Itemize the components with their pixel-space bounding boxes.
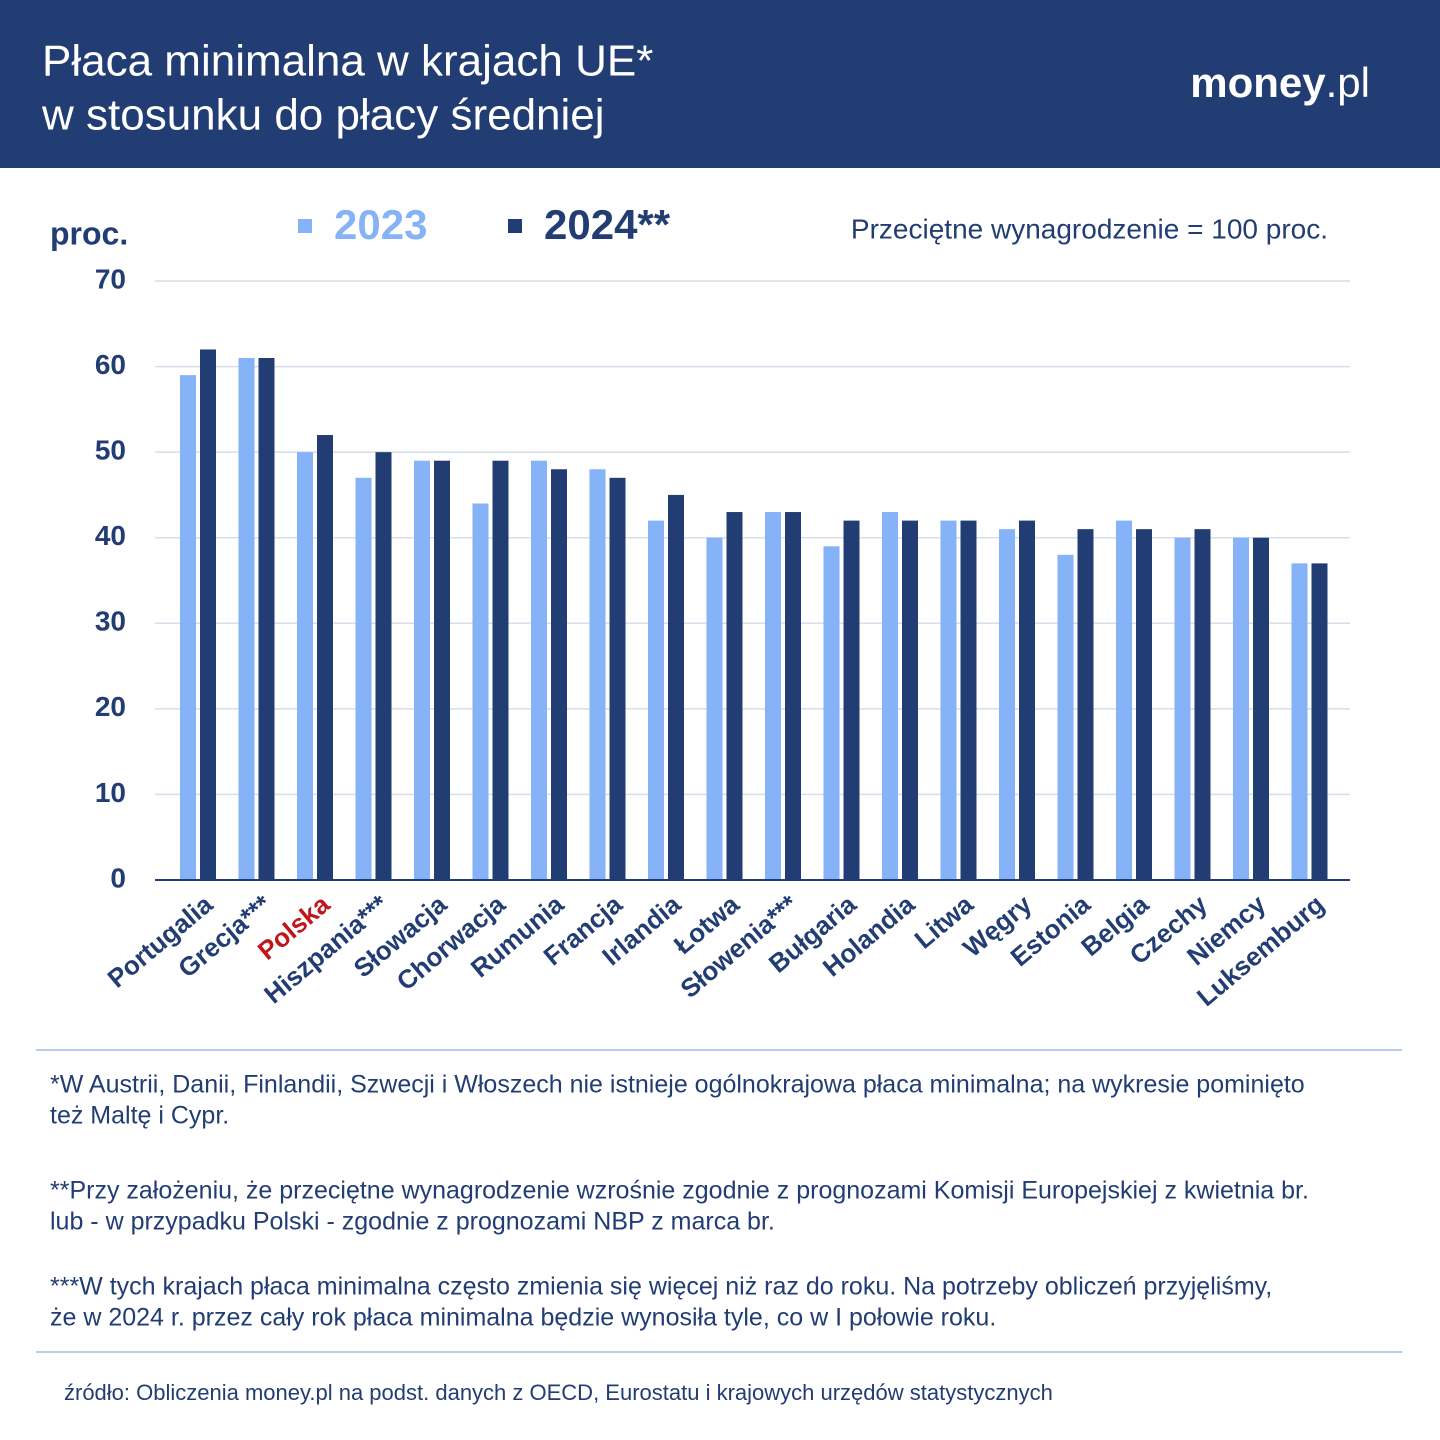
bar: [492, 460, 509, 880]
title-line: Płaca minimalna w krajach UE*: [42, 37, 653, 86]
y-tick-label: 60: [95, 349, 126, 380]
bar: [1057, 554, 1074, 880]
bar: [960, 520, 977, 880]
y-tick-label: 30: [95, 606, 126, 637]
legend-label: 2023: [334, 201, 427, 248]
logo: money.pl: [1190, 59, 1370, 106]
bar: [434, 460, 450, 880]
bar: [823, 546, 840, 880]
footnote-line: **Przy założeniu, że przeciętne wynagrod…: [50, 1177, 1309, 1205]
header-band: [0, 0, 1440, 168]
bar: [668, 494, 684, 880]
y-tick-label: 0: [110, 862, 126, 893]
title-line: w stosunku do płacy średniej: [41, 91, 605, 140]
footnote-line: ***W tych krajach płaca minimalna często…: [50, 1273, 1272, 1301]
bar: [609, 477, 626, 880]
logo-suffix: .pl: [1326, 59, 1370, 106]
footnote-line: też Maltę i Cypr.: [50, 1102, 229, 1130]
y-tick-label: 40: [95, 520, 126, 551]
bar: [355, 477, 372, 880]
bar: [1019, 520, 1035, 880]
bar: [258, 358, 275, 880]
bar: [589, 469, 606, 880]
bar: [297, 452, 313, 880]
chart-note: Przeciętne wynagrodzenie = 100 proc.: [851, 213, 1328, 244]
bar: [1116, 520, 1132, 880]
bar: [706, 537, 723, 880]
bar: [940, 520, 957, 880]
y-tick-label: 10: [95, 777, 126, 808]
bar: [531, 460, 547, 880]
bar: [1136, 529, 1152, 880]
bar: [999, 529, 1015, 880]
bar: [882, 512, 898, 880]
bar: [414, 460, 430, 880]
bar: [1311, 563, 1328, 880]
bar: [1194, 529, 1211, 880]
bar: [902, 520, 918, 880]
bar: [1253, 537, 1269, 880]
bar: [238, 358, 255, 880]
footnote-line: *W Austrii, Danii, Finlandii, Szwecji i …: [50, 1071, 1305, 1099]
bar: [1077, 529, 1094, 880]
bar: [1233, 537, 1249, 880]
bar: [765, 512, 781, 880]
legend-swatch: [298, 219, 312, 233]
bar: [551, 469, 567, 880]
y-tick-label: 70: [95, 263, 126, 294]
bar: [472, 503, 489, 880]
legend-label: 2024**: [544, 201, 671, 248]
footnote-line: że w 2024 r. przez cały rok płaca minima…: [50, 1304, 996, 1332]
y-axis-label: proc.: [50, 215, 128, 251]
bar: [375, 452, 392, 880]
bar: [317, 435, 333, 880]
bar: [1291, 563, 1308, 880]
bar: [726, 512, 743, 880]
bar: [180, 375, 196, 880]
bar: [785, 512, 801, 880]
y-tick-label: 50: [95, 435, 126, 466]
legend-swatch: [508, 219, 522, 233]
bar: [648, 520, 664, 880]
bar: [843, 520, 860, 880]
logo-main: money: [1190, 59, 1326, 106]
source: źródło: Obliczenia money.pl na podst. da…: [64, 1380, 1053, 1405]
footnote-line: lub - w przypadku Polski - zgodnie z pro…: [50, 1208, 775, 1236]
bar: [200, 349, 216, 880]
y-tick-label: 20: [95, 691, 126, 722]
bar: [1174, 537, 1191, 880]
